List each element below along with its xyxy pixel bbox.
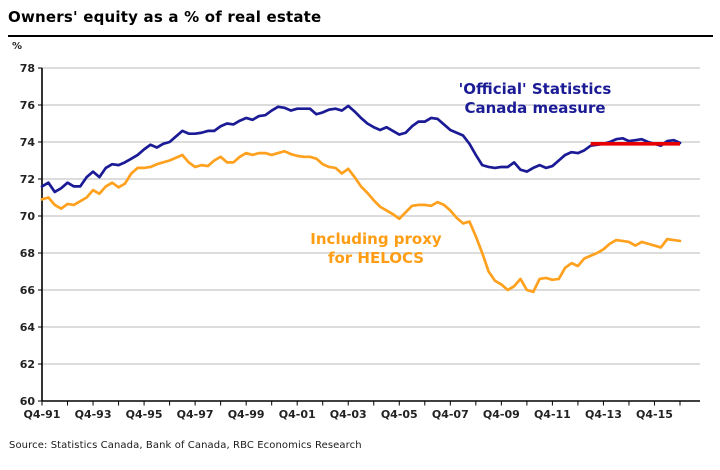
y-tick-label: 60 bbox=[20, 395, 36, 408]
official-series-line bbox=[40, 104, 682, 194]
x-tick-label: Q4-05 bbox=[381, 408, 418, 421]
y-tick-label: 68 bbox=[20, 247, 35, 260]
x-tick-label: Q4-99 bbox=[228, 408, 265, 421]
y-tick-label: 72 bbox=[20, 173, 35, 186]
y-axis-unit-label: % bbox=[12, 41, 23, 52]
y-tick-label: 78 bbox=[20, 62, 35, 75]
x-tick-label: Q4-03 bbox=[330, 408, 367, 421]
y-tick-label: 70 bbox=[20, 210, 36, 223]
y-tick-label: 76 bbox=[20, 99, 36, 112]
x-tick-label: Q4-95 bbox=[126, 408, 163, 421]
y-tick-label: 74 bbox=[20, 136, 36, 149]
source-note: Source: Statistics Canada, Bank of Canad… bbox=[9, 440, 362, 451]
line-chart: 60 62 64 66 68 70 72 74 76 78 Q4-91 Q4-93 Q4-95 Q4-97… bbox=[20, 62, 700, 421]
y-tick-label: 66 bbox=[20, 284, 36, 297]
x-tick-label: Q4-91 bbox=[24, 408, 61, 421]
x-tick-label: Q4-09 bbox=[483, 408, 520, 421]
y-tick-label: 62 bbox=[20, 358, 35, 371]
x-tick-label: Q4-15 bbox=[636, 408, 673, 421]
x-tick-label: Q4-97 bbox=[177, 408, 214, 421]
x-tick-label: Q4-07 bbox=[432, 408, 469, 421]
x-tick-label: Q4-93 bbox=[75, 408, 112, 421]
page-title: Owners' equity as a % of real estate bbox=[8, 8, 322, 26]
x-tick-label: Q4-01 bbox=[279, 408, 316, 421]
y-tick-label: 64 bbox=[20, 321, 36, 334]
x-tick-label: Q4-13 bbox=[585, 408, 622, 421]
title-underline bbox=[8, 35, 713, 37]
x-tick-label: Q4-11 bbox=[534, 408, 571, 421]
heloc-series-line bbox=[40, 149, 682, 294]
